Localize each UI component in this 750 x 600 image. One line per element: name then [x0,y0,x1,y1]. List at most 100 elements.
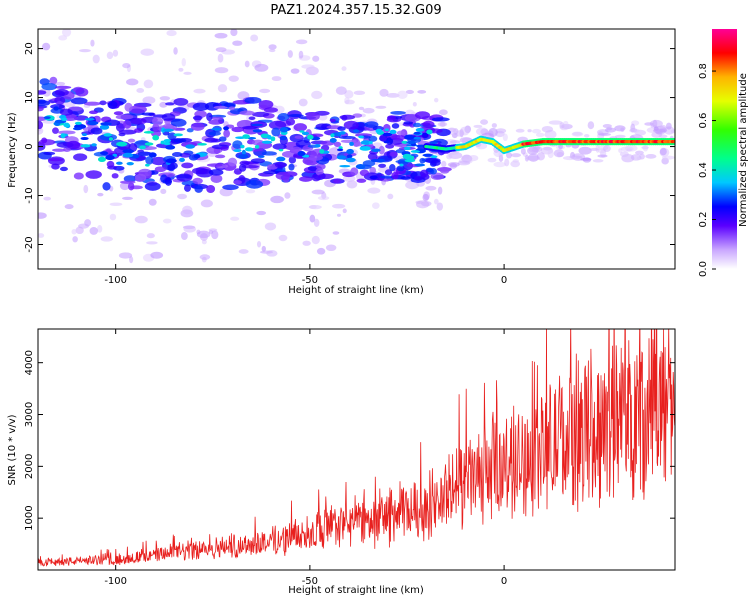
spectral-blob [271,127,281,137]
spectral-blob [62,147,71,152]
spectral-blob [515,128,525,133]
spectral-core [278,148,284,152]
spectral-blob [457,160,471,166]
spectral-blob [40,10,51,18]
spectral-core [279,135,288,141]
spectral-blob [475,142,488,150]
spectral-blob [412,101,417,107]
spectral-blob [141,112,155,116]
spectral-blob [47,158,64,162]
spectral-blob [362,107,375,114]
x-tick-label: 0 [501,576,507,587]
spectral-blob [211,116,224,121]
spectral-blob [412,122,422,128]
spectral-core [375,128,383,134]
spectral-blob [220,146,229,151]
figure-title: PAZ1.2024.357.15.32.G09 [270,3,441,18]
spectral-blob [200,233,208,241]
y-tick-label: 1000 [24,505,35,530]
spectral-blob [270,195,284,204]
spectral-blob [177,193,188,200]
spectral-blob [261,151,277,156]
spectral-blob [342,208,347,214]
spectral-blob [652,128,666,133]
spectral-blob [315,168,324,176]
spectral-blob [329,118,336,123]
x-tick-label: 0 [501,275,507,286]
spectral-blob [372,202,380,209]
spectral-blob [217,53,224,63]
spectral-blob [194,185,203,193]
spectral-blob [618,148,623,153]
spectral-blob [62,20,66,25]
spectral-blob [129,105,147,114]
spectral-core [43,116,51,120]
spectral-blob [488,127,498,137]
spectral-blob [129,256,134,264]
spectral-blob [51,163,60,170]
y-tick-label: 2000 [24,454,35,479]
spectral-blob [362,160,376,167]
spectral-blob [619,151,629,158]
spectral-blob [183,71,192,75]
spectral-blob [615,134,626,139]
spectral-blob [52,127,59,134]
spectral-blob [123,120,132,129]
spectral-blob [161,113,176,121]
spectral-core [165,158,177,164]
spectral-core [301,131,310,136]
spectral-blob [269,49,276,53]
spectral-blob [473,124,483,128]
spectral-core [91,143,97,147]
spectral-blob [449,140,461,144]
spectral-blob [434,97,439,103]
spectral-core [185,144,195,149]
spectral-core [72,127,83,131]
spectral-blob [54,85,72,89]
x-tick-label: -100 [104,275,127,286]
spectral-blob [385,143,395,149]
spectral-blob [553,149,565,158]
spectral-blob [38,233,45,238]
spectral-blob [184,184,191,192]
colorbar-tick-label: 0.0 [698,261,709,277]
spectral-core [336,148,344,152]
spectral-core [80,144,91,148]
spectral-blob [223,102,236,108]
spectral-core [80,136,89,141]
spectral-core [279,127,289,133]
spectral-blob [387,193,394,200]
spectral-blob [38,90,47,95]
spectral-core [252,129,263,133]
spectral-blob [215,47,227,53]
spectral-blob [181,58,186,67]
spectral-core [223,126,229,131]
spectral-core [103,133,112,137]
x-tick-label: -100 [104,576,127,587]
spectral-core [404,134,415,140]
spectral-blob [665,122,672,130]
spectral-blob [433,198,439,205]
spectral-blob [43,196,51,201]
spectral-blob [97,225,103,233]
spectral-blob [261,245,266,252]
spectral-core [307,134,314,140]
spectral-blob [274,162,287,168]
spectral-blob [192,115,203,121]
spectral-core [346,148,354,155]
spectral-blob [59,108,73,116]
spectral-blob [238,164,247,172]
spectral-core [242,134,250,139]
spectral-core [74,121,82,125]
spectral-blob [416,200,430,209]
spectral-core [360,140,372,145]
spectral-blob [64,204,74,210]
spectral-blob [231,126,245,133]
spectral-core [314,143,321,148]
spectral-core [414,163,426,167]
spectral-core [53,106,59,111]
spectral-blob [217,84,228,93]
spectral-blob [208,119,223,125]
spectral-blob [228,106,236,111]
